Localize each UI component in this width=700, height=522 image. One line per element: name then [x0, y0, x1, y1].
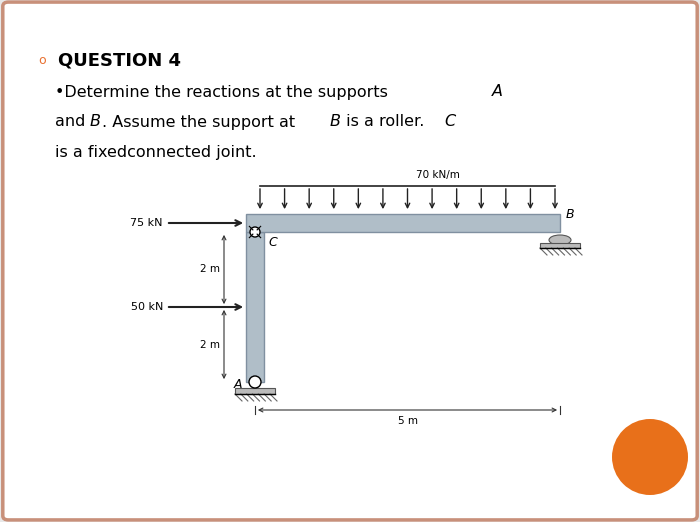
Text: is a roller.: is a roller.: [341, 114, 430, 129]
Text: C: C: [444, 114, 455, 129]
Text: QUESTION 4: QUESTION 4: [58, 51, 181, 69]
Text: •Determine the reactions at the supports: •Determine the reactions at the supports: [55, 85, 393, 100]
Bar: [246, 232, 264, 382]
Text: A: A: [234, 378, 242, 391]
Circle shape: [612, 419, 688, 495]
Text: C: C: [268, 236, 277, 249]
Text: and: and: [55, 114, 90, 129]
Text: B: B: [330, 114, 341, 129]
Circle shape: [249, 376, 261, 388]
Text: 75 kN: 75 kN: [130, 218, 163, 228]
Text: 2 m: 2 m: [200, 265, 220, 275]
Bar: [246, 214, 560, 232]
Circle shape: [250, 227, 260, 237]
Text: A: A: [492, 85, 503, 100]
Text: 50 kN: 50 kN: [131, 302, 163, 312]
Bar: [235, 388, 275, 394]
Text: B: B: [90, 114, 101, 129]
Bar: [540, 243, 580, 248]
Text: is a fixedconnected joint.: is a fixedconnected joint.: [55, 145, 257, 160]
Text: B: B: [566, 208, 575, 220]
Text: 70 kN/m: 70 kN/m: [416, 170, 459, 180]
Text: 2 m: 2 m: [200, 339, 220, 350]
Ellipse shape: [549, 235, 571, 245]
Text: o: o: [38, 53, 46, 66]
Text: 5 m: 5 m: [398, 416, 417, 426]
Text: . Assume the support at: . Assume the support at: [102, 114, 300, 129]
